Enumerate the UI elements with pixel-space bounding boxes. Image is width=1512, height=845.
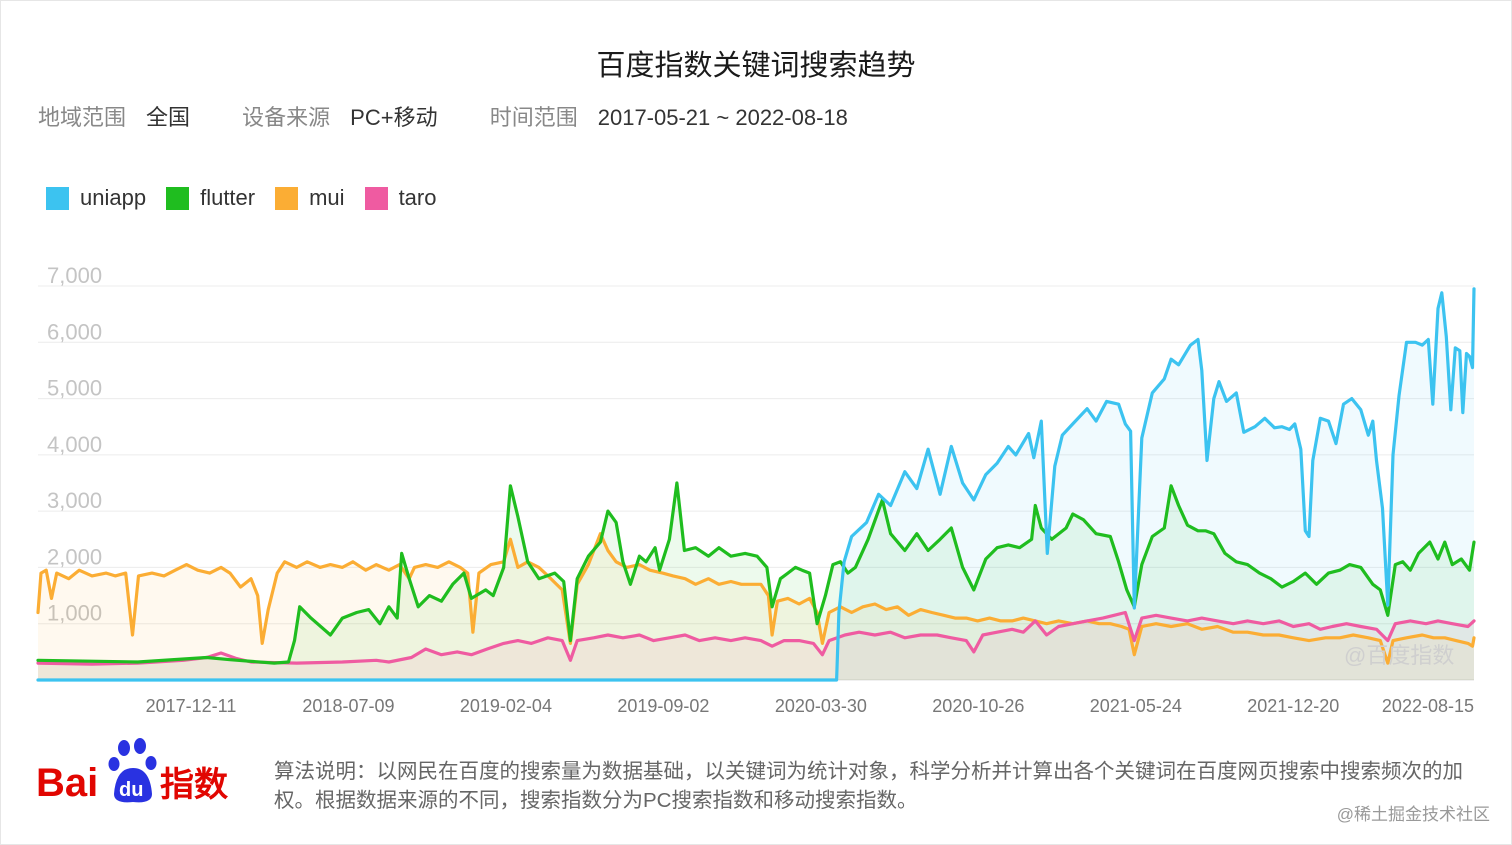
- x-tick-label: 2019-09-02: [617, 696, 709, 716]
- filter-bar: 地域范围 全国 设备来源 PC+移动 时间范围 2017-05-21 ~ 2022-0…: [38, 100, 894, 132]
- x-tick-label: 2020-03-30: [775, 696, 867, 716]
- legend-swatch: [166, 186, 190, 210]
- legend-swatch: [364, 186, 388, 210]
- source-credit: @稀土掘金技术社区: [1336, 805, 1490, 824]
- x-tick-label: 2017-12-11: [146, 696, 237, 716]
- legend-label: taro: [398, 185, 437, 210]
- legend-label: uniapp: [80, 185, 147, 210]
- y-tick-label: 2,000: [47, 544, 102, 569]
- y-tick-label: 4,000: [47, 432, 102, 457]
- filter-time-label: 时间范围: [489, 105, 578, 130]
- series-area-mui: [38, 533, 1474, 680]
- filter-device-value: PC+移动: [350, 105, 438, 130]
- filter-device-label: 设备来源: [242, 105, 331, 130]
- legend-item-taro[interactable]: taro: [364, 185, 437, 211]
- filter-time-value: 2017-05-21 ~ 2022-08-18: [597, 105, 848, 130]
- series-line-uniapp: [36, 287, 1476, 682]
- baidu-index-logo: Bai du 指数: [36, 738, 228, 805]
- legend-item-uniapp[interactable]: uniapp: [46, 185, 146, 211]
- series-line-mui: [36, 532, 1476, 665]
- y-tick-label: 7,000: [47, 263, 102, 288]
- chart-title: 百度指数关键词搜索趋势: [596, 50, 916, 82]
- filter-region-value: 全国: [146, 105, 191, 130]
- series-area-uniapp: [38, 288, 1474, 680]
- y-tick-label: 6,000: [47, 319, 102, 344]
- y-tick-label: 3,000: [47, 488, 102, 513]
- legend-label: mui: [309, 185, 345, 210]
- legend-swatch: [46, 186, 69, 210]
- logo-brand-text: Bai: [36, 761, 98, 805]
- legend-item-mui[interactable]: mui: [275, 185, 345, 211]
- series-area-taro: [38, 612, 1474, 680]
- y-tick-label: 1,000: [47, 601, 102, 626]
- legend: uniapp flutter mui taro: [46, 185, 456, 211]
- watermark: @百度指数: [1344, 643, 1455, 668]
- legend-swatch: [275, 186, 299, 210]
- paw-icon: [108, 738, 157, 803]
- x-tick-label: 2021-05-24: [1090, 696, 1182, 716]
- filter-region-label: 地域范围: [38, 105, 127, 130]
- legend-item-flutter[interactable]: flutter: [166, 185, 255, 211]
- x-tick-label: 2021-12-20: [1247, 696, 1339, 716]
- x-tick-label: 2019-02-04: [460, 696, 552, 716]
- algorithm-note: 算法说明：以网民在百度的搜索量为数据基础，以关键词为统计对象，科学分析并计算出各…: [274, 760, 1463, 812]
- logo-du-text: du: [119, 779, 143, 801]
- logo-suffix-text: 指数: [160, 765, 228, 805]
- x-tick-label: 2020-10-26: [932, 696, 1024, 716]
- x-tick-label: 2022-08-15: [1382, 696, 1474, 716]
- legend-label: flutter: [200, 185, 256, 210]
- series-line-flutter: [36, 481, 1476, 665]
- series-line-taro: [36, 610, 1476, 666]
- series-area-flutter: [38, 483, 1474, 680]
- y-tick-label: 5,000: [47, 376, 102, 401]
- x-tick-label: 2018-07-09: [302, 696, 394, 716]
